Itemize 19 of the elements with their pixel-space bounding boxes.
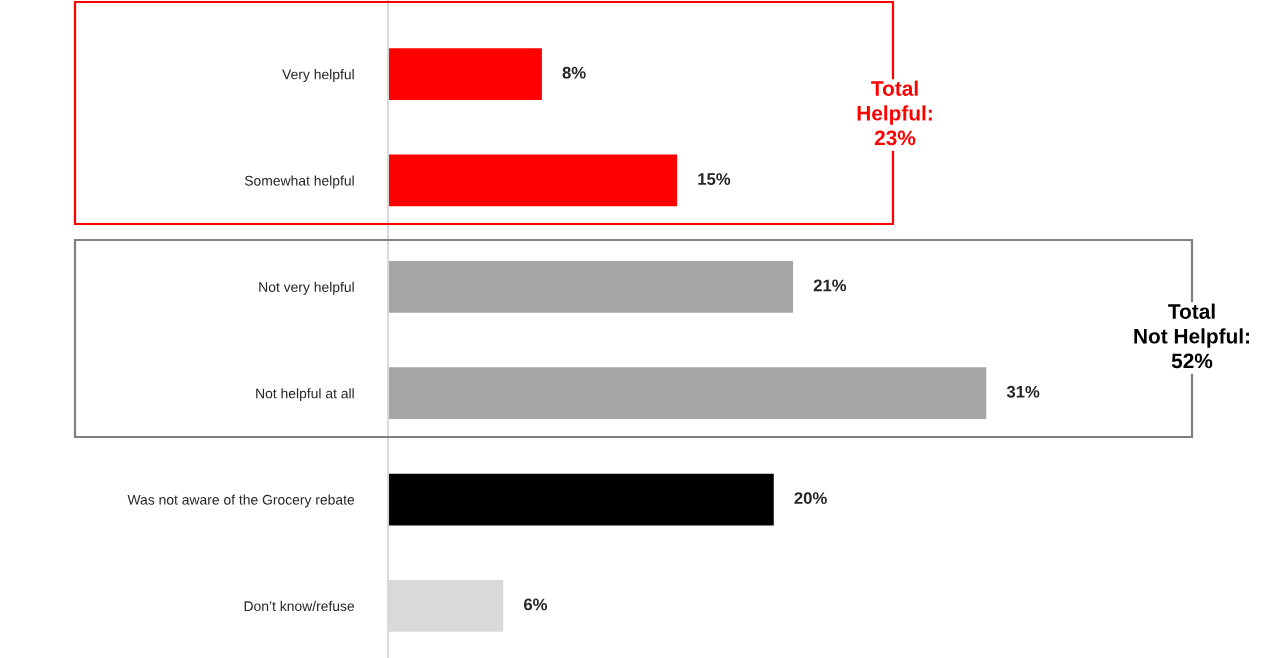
- data-label: 8%: [562, 66, 586, 79]
- y-tick-label: Not helpful at all: [256, 388, 354, 402]
- y-tick-label: Somewhat helpful: [244, 175, 354, 189]
- bar: [388, 365, 988, 421]
- text: Total Not Helpful: 52%: [1134, 303, 1250, 369]
- annotation: Total Helpful: 23%: [857, 80, 932, 146]
- y-tick-label: Very helpful: [282, 69, 354, 83]
- y-tick-label: Was not aware of the Grocery rebate: [127, 494, 355, 508]
- bar: [388, 46, 544, 102]
- bar: [388, 153, 679, 208]
- bar: [388, 259, 795, 315]
- y-tick-label: Don’t know/refuse: [244, 600, 355, 612]
- data-label: 6%: [523, 598, 548, 611]
- y-tick-label: Not very helpful: [259, 281, 354, 295]
- data-label: 15%: [698, 173, 731, 185]
- data-label: 20%: [794, 492, 827, 505]
- data-label: 21%: [813, 279, 847, 292]
- data-label: 31%: [1006, 385, 1040, 398]
- bar: [388, 472, 776, 527]
